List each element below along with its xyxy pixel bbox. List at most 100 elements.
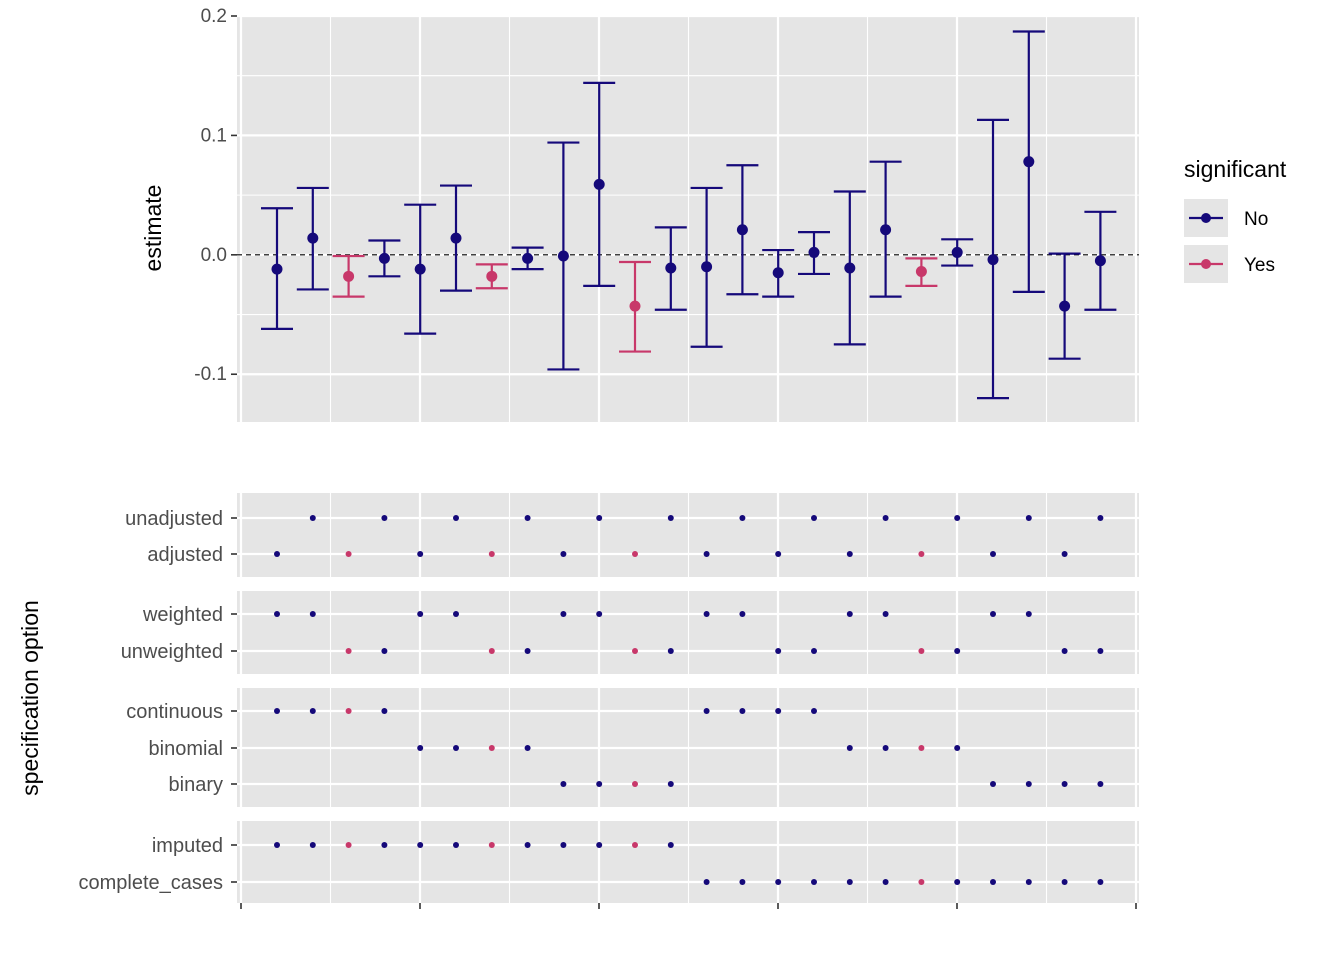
spec-option-label: binomial (149, 738, 223, 760)
spec-dot (488, 745, 495, 751)
spec-dot (417, 551, 424, 557)
spec-panel-1: unadjusted adjusted (125, 493, 1139, 577)
spec-dot (667, 515, 674, 521)
estimate-point (414, 263, 426, 275)
spec-option-label: complete_cases (78, 872, 223, 894)
spec-dot (703, 879, 710, 885)
estimate-point (1023, 156, 1035, 168)
spec-dot (811, 515, 817, 521)
spec-dot (846, 879, 853, 885)
legend-key-point (1201, 259, 1211, 269)
estimate-point (450, 232, 462, 244)
estimate-mark-2 (296, 186, 329, 291)
estimate-point (378, 252, 390, 264)
spec-dot (918, 648, 925, 654)
estimate-point (951, 246, 963, 258)
spec-dot (667, 842, 674, 848)
estimate-mark-14 (726, 164, 759, 296)
spec-option-label: weighted (142, 604, 223, 626)
estimate-point (1059, 300, 1071, 312)
spec-dot (274, 708, 280, 714)
spec-dot (846, 745, 853, 751)
spec-dot (667, 781, 674, 787)
spec-dot (488, 842, 495, 848)
spec-dot (524, 745, 531, 751)
spec-dot (703, 708, 710, 714)
spec-dot (739, 611, 746, 617)
spec-dot (882, 611, 889, 617)
spec-dot (417, 745, 424, 751)
spec-dot (775, 551, 782, 557)
spec-dot (1061, 879, 1068, 885)
spec-option-label: unadjusted (125, 508, 223, 530)
estimate-point (844, 262, 856, 274)
spec-dot (882, 745, 889, 751)
estimate-point (880, 224, 892, 236)
spec-option-label: continuous (126, 701, 223, 723)
spec-dot (1097, 781, 1104, 787)
spec-dot (632, 551, 638, 557)
spec-dot (381, 708, 388, 714)
estimate-mark-15 (762, 248, 795, 298)
spec-dot (954, 745, 961, 751)
estimate-mark-22 (1012, 30, 1045, 293)
spec-option-label: adjusted (147, 544, 223, 566)
spec-dot (703, 551, 710, 557)
legend-key-point (1201, 213, 1211, 223)
estimate-point (522, 252, 534, 264)
spec-dot (524, 515, 531, 521)
spec-dot (1061, 648, 1068, 654)
spec-dot (453, 611, 459, 617)
estimate-ytick-label: -0.1 (194, 364, 227, 385)
spec-dot (1097, 648, 1104, 654)
spec-dot (274, 611, 280, 617)
spec-option-label: unweighted (121, 641, 223, 663)
spec-dot (739, 515, 746, 521)
spec-dot (453, 515, 459, 521)
spec-dot (990, 611, 996, 617)
spec-dot (488, 648, 495, 654)
estimate-mark-7 (475, 263, 508, 290)
spec-dot (918, 745, 925, 751)
estimate-point (736, 224, 748, 236)
spec-dot (1025, 611, 1032, 617)
spec-dot (811, 879, 817, 885)
spec-dot (381, 515, 388, 521)
spec-dot (596, 515, 603, 521)
estimate-mark-17 (833, 190, 866, 346)
estimate-mark-3 (332, 254, 365, 298)
estimate-ytick-label: 0.0 (201, 245, 227, 266)
spec-dot (345, 842, 352, 848)
estimate-point (808, 246, 820, 258)
estimate-point (987, 254, 999, 266)
estimate-mark-6 (440, 184, 472, 292)
spec-dot (918, 879, 925, 885)
estimate-mark-1 (261, 207, 293, 330)
legend-label: No (1244, 209, 1268, 230)
spec-dot (274, 551, 280, 557)
spec-dot (632, 781, 638, 787)
spec-dot (309, 842, 316, 848)
spec-dot (596, 842, 603, 848)
estimate-mark-13 (690, 186, 723, 348)
spec-axis-title: specification option (17, 600, 43, 796)
spec-dot (990, 781, 996, 787)
estimate-mark-23 (1048, 252, 1081, 360)
spec-dot (309, 515, 316, 521)
estimate-point (772, 267, 784, 279)
estimate-point (593, 178, 605, 190)
estimate-mark-21 (977, 118, 1009, 400)
spec-dot (488, 551, 495, 557)
spec-dot (309, 708, 316, 714)
spec-dot (381, 842, 388, 848)
estimate-mark-11 (619, 260, 651, 353)
spec-dot (417, 611, 424, 617)
spec-dot (811, 708, 817, 714)
estimate-point (629, 300, 641, 312)
spec-dot (667, 648, 674, 654)
spec-option-label: binary (169, 774, 223, 796)
estimate-mark-5 (404, 203, 437, 335)
spec-dot (596, 611, 603, 617)
